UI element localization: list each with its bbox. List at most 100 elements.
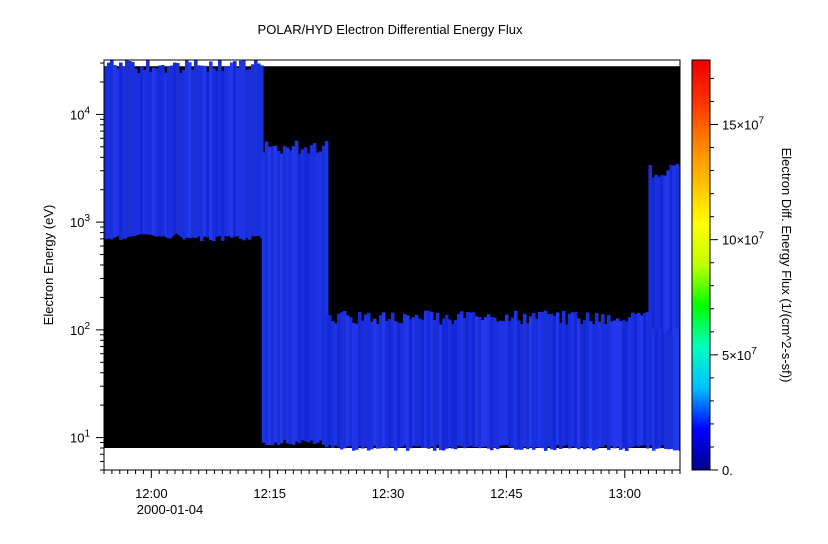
flux-cell xyxy=(288,150,293,445)
flux-cell xyxy=(294,140,299,442)
flux-cell xyxy=(555,312,560,446)
flux-cell xyxy=(233,61,237,237)
flux-cell xyxy=(498,320,503,446)
flux-cell xyxy=(612,320,617,449)
flux-cell xyxy=(318,151,323,441)
flux-cell xyxy=(408,319,413,449)
flux-cell xyxy=(669,315,674,449)
flux-cell xyxy=(672,321,677,451)
flux-cell xyxy=(164,72,168,238)
flux-cell xyxy=(615,318,620,447)
flux-cell xyxy=(495,321,500,450)
flux-cell xyxy=(333,323,338,446)
flux-cell xyxy=(245,69,249,238)
flux-cell xyxy=(270,146,275,446)
flux-cell xyxy=(546,314,551,447)
flux-cell xyxy=(264,141,269,445)
flux-cell xyxy=(303,147,308,442)
flux-cell xyxy=(279,153,284,444)
flux-cell xyxy=(666,170,671,331)
flux-cell xyxy=(206,71,210,238)
flux-cell xyxy=(675,163,680,329)
flux-cell xyxy=(453,320,458,450)
flux-cell xyxy=(450,323,455,449)
y-tick-label: 101 xyxy=(70,429,90,446)
flux-cell xyxy=(393,321,398,451)
flux-cell xyxy=(134,68,138,238)
flux-cell xyxy=(261,152,266,443)
flux-cell xyxy=(348,317,353,447)
flux-cell xyxy=(254,60,258,237)
flux-cell xyxy=(173,62,177,241)
flux-cell xyxy=(363,314,368,448)
x-axis: 12:00 12:15 12:30 12:45 13:00 xyxy=(103,470,681,501)
flux-cell xyxy=(179,72,183,242)
flux-cell xyxy=(570,312,575,447)
flux-cell xyxy=(564,324,569,446)
flux-cell xyxy=(639,315,644,446)
flux-cell xyxy=(444,314,449,449)
flux-cell xyxy=(486,314,491,449)
flux-cell xyxy=(474,316,479,447)
flux-cell xyxy=(603,323,608,446)
flux-cell xyxy=(648,165,653,331)
flux-cell xyxy=(107,62,111,239)
flux-cell xyxy=(561,310,566,447)
flux-cell xyxy=(636,312,641,447)
flux-cell xyxy=(137,73,141,239)
flux-cell xyxy=(525,323,530,450)
flux-cell xyxy=(381,312,386,448)
flux-cell xyxy=(209,61,213,241)
y-tick-label: 104 xyxy=(70,105,90,122)
flux-cell xyxy=(552,316,557,451)
flux-cell xyxy=(251,64,255,237)
flux-cell xyxy=(537,311,542,448)
flux-cell xyxy=(528,316,533,448)
flux-cell xyxy=(185,60,189,238)
flux-cell xyxy=(227,66,231,237)
flux-cell xyxy=(660,317,665,446)
flux-cell xyxy=(273,145,278,443)
flux-cell xyxy=(582,319,587,450)
flux-cell xyxy=(372,318,377,446)
flux-region xyxy=(324,310,680,451)
flux-cell xyxy=(675,316,680,451)
flux-cell xyxy=(309,145,314,441)
flux-cell xyxy=(342,310,347,449)
y-tick-label: 102 xyxy=(70,321,90,338)
flux-cell xyxy=(411,317,416,446)
flux-cell xyxy=(414,314,419,447)
flux-cell xyxy=(471,312,476,447)
flux-cell xyxy=(396,322,401,448)
colorbar-tick-label: 10×107 xyxy=(722,231,765,248)
x-date-label: 2000-01-04 xyxy=(137,502,204,517)
flux-cell xyxy=(297,153,302,444)
flux-cell xyxy=(387,319,392,448)
flux-cell xyxy=(158,65,162,237)
flux-cell xyxy=(291,146,296,445)
flux-cell xyxy=(200,65,204,242)
flux-region xyxy=(261,140,329,446)
flux-cell xyxy=(113,64,117,238)
flux-cell xyxy=(588,321,593,449)
flux-cell xyxy=(176,63,180,241)
flux-cell xyxy=(131,61,135,239)
flux-cell xyxy=(122,67,126,239)
flux-cell xyxy=(624,321,629,451)
flux-cell xyxy=(651,177,656,329)
flux-cell xyxy=(110,60,114,242)
flux-cell xyxy=(417,318,422,447)
flux-cell xyxy=(507,320,512,447)
flux-cell xyxy=(558,322,563,449)
flux-cell xyxy=(657,176,662,328)
flux-cell xyxy=(161,65,165,240)
flux-cell xyxy=(423,310,428,448)
colorbar xyxy=(691,59,711,471)
flux-cell xyxy=(462,318,467,449)
flux-cell xyxy=(648,317,653,446)
flux-cell xyxy=(420,319,425,448)
flux-cell xyxy=(435,312,440,446)
flux-cell xyxy=(221,70,225,241)
flux-cell xyxy=(224,66,228,237)
